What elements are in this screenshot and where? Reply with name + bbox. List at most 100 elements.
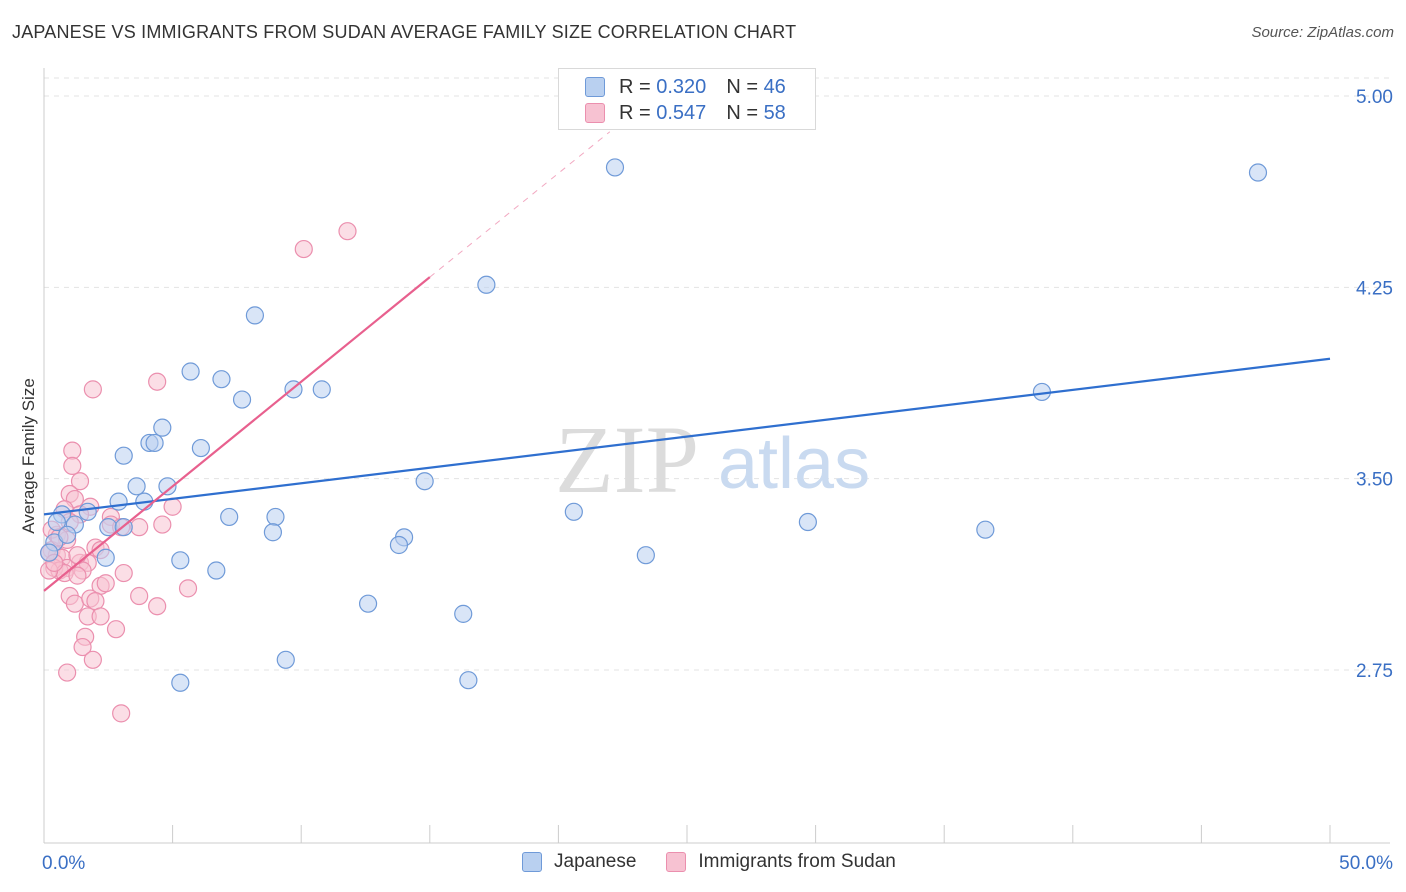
- point-japanese: [181, 362, 200, 381]
- point-sudan: [106, 620, 126, 639]
- point-japanese: [266, 507, 285, 527]
- point-sudan: [83, 380, 102, 399]
- point-sudan: [294, 239, 313, 259]
- point-japanese: [232, 390, 252, 409]
- point-japanese: [415, 472, 434, 491]
- point-japanese: [976, 520, 995, 539]
- point-japanese: [564, 502, 583, 521]
- point-japanese: [798, 512, 817, 532]
- point-sudan: [68, 546, 87, 565]
- point-japanese: [605, 158, 625, 177]
- point-japanese: [171, 673, 190, 692]
- legend-row-japanese: R = 0.320 N = 46: [585, 74, 786, 100]
- point-japanese: [220, 507, 239, 527]
- y-tick-label: 3.50: [1356, 470, 1393, 491]
- point-japanese: [454, 604, 473, 623]
- point-sudan: [178, 579, 198, 598]
- point-sudan: [130, 518, 149, 537]
- watermark-zip: ZIP: [555, 406, 699, 513]
- bottom-legend-item-sudan: Immigrants from Sudan: [666, 851, 896, 873]
- point-japanese: [96, 548, 115, 567]
- point-sudan: [70, 472, 90, 491]
- y-tick-label: 5.00: [1356, 87, 1393, 108]
- legend-box: R = 0.320 N = 46 R = 0.547 N = 58: [558, 68, 816, 130]
- point-sudan: [130, 586, 149, 606]
- point-sudan: [112, 704, 131, 723]
- point-sudan: [114, 563, 133, 583]
- point-japanese: [276, 650, 295, 669]
- point-japanese: [40, 543, 59, 562]
- y-tick-labels: 2.75 3.50 4.25 5.00: [1356, 87, 1393, 682]
- x-tick-label-max: 50.0%: [1339, 853, 1393, 874]
- point-japanese: [358, 594, 378, 613]
- grid-lines: [44, 77, 1390, 671]
- point-sudan: [65, 594, 84, 613]
- y-axis-label: Average Family Size: [19, 378, 38, 534]
- point-japanese: [263, 523, 283, 542]
- point-japanese: [312, 380, 331, 399]
- axes: [43, 68, 1390, 844]
- point-japanese: [389, 535, 409, 555]
- point-sudan: [58, 663, 77, 682]
- point-sudan: [163, 497, 182, 516]
- bottom-legend-swatch-sudan: [666, 852, 687, 872]
- point-sudan: [91, 607, 110, 626]
- legend-r-value: 0.547: [656, 101, 707, 124]
- legend-n-value: 58: [763, 101, 786, 124]
- watermark-atlas: atlas: [718, 424, 870, 504]
- point-sudan: [63, 441, 82, 460]
- chart-source: Source: ZipAtlas.com: [1251, 24, 1394, 41]
- legend-r-label: R =: [619, 101, 657, 124]
- point-sudan: [153, 515, 172, 534]
- bottom-legend-item-japanese: Japanese: [522, 851, 636, 873]
- legend-n-label: N =: [726, 75, 764, 98]
- point-sudan: [148, 372, 167, 391]
- point-sudan: [68, 566, 87, 585]
- point-japanese: [477, 275, 496, 294]
- point-sudan: [63, 456, 82, 476]
- trend-line-sudan: [43, 276, 431, 592]
- chart-title: JAPANESE VS IMMIGRANTS FROM SUDAN AVERAG…: [12, 22, 797, 42]
- point-japanese: [245, 306, 265, 325]
- y-tick-label: 2.75: [1356, 661, 1393, 682]
- x-tick-labels: 0.0% 50.0%: [42, 853, 1393, 874]
- legend-r-value: 0.320: [656, 75, 707, 98]
- point-japanese: [212, 370, 231, 389]
- point-japanese: [109, 492, 128, 511]
- watermark: ZIP atlas: [555, 406, 870, 513]
- legend-swatch-sudan: [585, 103, 605, 123]
- legend-row-sudan: R = 0.547 N = 58: [585, 100, 786, 126]
- bottom-legend: Japanese Immigrants from Sudan: [522, 851, 926, 873]
- point-sudan: [83, 650, 102, 669]
- point-sudan: [148, 597, 167, 616]
- point-japanese: [114, 446, 133, 465]
- legend-r-label: R =: [619, 75, 657, 98]
- point-japanese: [1248, 163, 1268, 182]
- point-japanese: [145, 433, 164, 453]
- point-japanese: [78, 502, 97, 521]
- legend-n-label: N =: [726, 101, 764, 124]
- point-japanese: [207, 561, 226, 580]
- point-japanese: [158, 477, 177, 496]
- legend-swatch-japanese: [585, 77, 605, 97]
- point-japanese: [636, 546, 655, 565]
- point-sudan: [73, 637, 92, 657]
- point-japanese: [127, 477, 146, 496]
- point-sudan: [338, 222, 357, 241]
- trend-line-japanese: [43, 357, 1331, 516]
- point-japanese: [153, 418, 172, 437]
- legend-n-value: 46: [763, 75, 786, 98]
- point-japanese: [58, 525, 77, 544]
- point-japanese: [171, 551, 190, 570]
- point-japanese: [459, 671, 478, 690]
- bottom-legend-swatch-japanese: [522, 852, 542, 872]
- bottom-legend-label-japanese: Japanese: [554, 851, 637, 872]
- trend-lines: [43, 131, 1331, 592]
- x-tick-label-min: 0.0%: [42, 853, 85, 874]
- bottom-legend-label-sudan: Immigrants from Sudan: [698, 851, 896, 872]
- point-japanese: [191, 438, 210, 458]
- y-tick-label: 4.25: [1356, 278, 1393, 299]
- trend-line-sudan-extension: [429, 131, 611, 278]
